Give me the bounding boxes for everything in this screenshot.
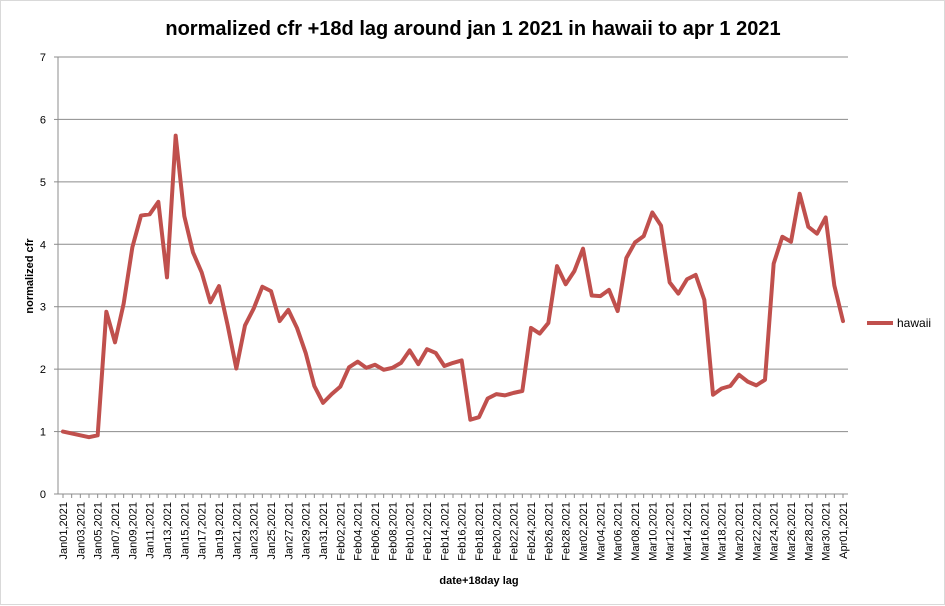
y-tick-label: 6 <box>40 114 46 126</box>
chart-title: normalized cfr +18d lag around jan 1 202… <box>165 18 780 40</box>
legend: hawaii <box>867 316 931 330</box>
x-tick-label: Mar22,2021 <box>751 502 763 561</box>
y-tick-label: 4 <box>40 239 46 251</box>
x-tick-label: Feb24,2021 <box>526 502 538 561</box>
legend-label-hawaii: hawaii <box>897 316 931 330</box>
x-tick-label: Jan01,2021 <box>58 502 70 560</box>
x-tick-label: Mar06,2021 <box>613 502 625 561</box>
x-tick-label: Jan03,2021 <box>75 502 87 560</box>
x-tick-label: Jan31,2021 <box>318 502 330 560</box>
x-tick-label: Jan07,2021 <box>110 502 122 560</box>
y-tick-label: 0 <box>40 489 46 501</box>
x-tick-label: Jan25,2021 <box>266 502 278 560</box>
x-tick-label: Jan05,2021 <box>93 502 105 560</box>
x-tick-label: Feb26,2021 <box>543 502 555 561</box>
y-tick-label: 3 <box>40 302 46 314</box>
gridlines <box>58 56 848 433</box>
x-tick-label: Mar16,2021 <box>699 502 711 561</box>
x-tick-label: Jan27,2021 <box>283 502 295 560</box>
x-tick-label: Feb12,2021 <box>422 502 434 561</box>
y-tick-labels: 0 1 2 3 4 5 6 7 <box>40 52 58 501</box>
x-tick-label: Mar18,2021 <box>717 502 729 561</box>
x-tick-label: Jan15,2021 <box>179 502 191 560</box>
x-tick-label: Feb04,2021 <box>353 502 365 561</box>
y-tick-label: 1 <box>40 427 46 439</box>
x-tick-label: Feb18,2021 <box>474 502 486 561</box>
x-tick-label: Feb28,2021 <box>561 502 573 561</box>
x-tick-label: Feb22,2021 <box>509 502 521 561</box>
x-tick-label: Feb20,2021 <box>491 502 503 561</box>
x-tick-label: Feb02,2021 <box>335 502 347 561</box>
x-tick-label: Mar24,2021 <box>769 502 781 561</box>
x-tick-label: Jan19,2021 <box>214 502 226 560</box>
x-tick-label: Feb16,2021 <box>457 502 469 561</box>
x-tick-label: Mar20,2021 <box>734 502 746 561</box>
x-tick-label: Mar26,2021 <box>786 502 798 561</box>
x-tick-label: Feb14,2021 <box>439 502 451 561</box>
y-axis-label: normalized cfr <box>24 238 36 314</box>
x-tick-label: Mar12,2021 <box>665 502 677 561</box>
x-tick-label: Feb06,2021 <box>370 502 382 561</box>
x-tick-label: Jan23,2021 <box>249 502 261 560</box>
x-tick-label: Mar02,2021 <box>578 502 590 561</box>
x-tick-label: Mar08,2021 <box>630 502 642 561</box>
x-tick-label: Mar10,2021 <box>647 502 659 561</box>
y-tick-label: 2 <box>40 364 46 376</box>
x-tick-label: Feb08,2021 <box>387 502 399 561</box>
x-tick-label: Mar14,2021 <box>682 502 694 561</box>
y-tick-label: 7 <box>40 52 46 64</box>
x-tick-label: Apr01,2021 <box>838 502 850 559</box>
x-tick-label: Jan11,2021 <box>145 502 157 559</box>
y-tick-label: 5 <box>40 177 46 189</box>
x-tick-label: Jan13,2021 <box>162 502 174 560</box>
x-tick-label: Jan29,2021 <box>301 502 313 560</box>
x-tick-label: Feb10,2021 <box>405 502 417 561</box>
x-tick-label: Jan09,2021 <box>127 502 139 560</box>
x-tick-labels: Jan01,2021 Jan03,2021 Jan05,2021 Jan07,2021… <box>58 494 850 561</box>
x-tick-label: Mar04,2021 <box>595 502 607 561</box>
series-line-hawaii <box>61 133 845 440</box>
x-tick-label: Mar30,2021 <box>821 502 833 561</box>
x-tick-label: Mar28,2021 <box>803 502 815 561</box>
x-axis-label: date+18day lag <box>439 575 518 587</box>
x-tick-label: Jan17,2021 <box>197 502 209 560</box>
x-tick-label: Jan21,2021 <box>231 502 243 560</box>
